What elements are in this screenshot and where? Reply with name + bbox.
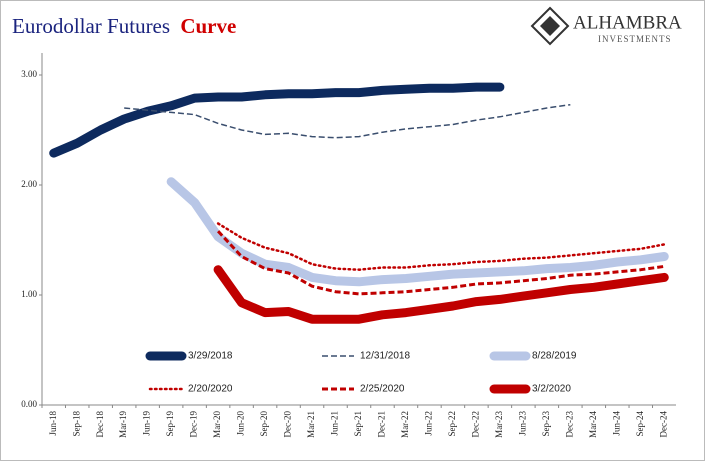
legend-label: 3/29/2018 [188,351,233,362]
x-tick-label: Sep-23 [541,411,551,437]
x-tick-label: Mar-21 [306,411,316,438]
title-highlight: Curve [180,14,236,38]
x-tick-label: Dec-18 [95,411,105,438]
legend-label: 2/25/2020 [360,384,405,395]
legend-label: 8/28/2019 [532,351,577,362]
legend-label: 3/2/2020 [532,384,571,395]
x-tick-label: Dec-21 [377,411,387,438]
x-tick-label: Sep-18 [71,411,81,437]
x-tick-label: Mar-19 [118,411,128,438]
x-tick-label: Sep-22 [447,411,457,437]
x-tick-label: Jun-23 [517,411,527,436]
legend-label: 2/20/2020 [188,384,233,395]
x-tick-label: Jun-18 [48,411,58,436]
x-tick-label: Jun-21 [330,411,340,436]
x-tick-label: Mar-20 [212,411,222,438]
y-tick-label: 3.00 [21,69,37,79]
title-main: Eurodollar Futures [12,14,170,38]
logo-name: ALHAMBRA [573,12,682,33]
x-tick-label: Sep-20 [259,411,269,437]
x-tick-label: Dec-24 [658,411,668,438]
x-tick-label: Sep-24 [635,411,645,437]
x-tick-label: Dec-23 [564,411,574,438]
x-tick-label: Jun-24 [611,411,621,436]
logo: ALHAMBRA INVESTMENTS [530,6,682,46]
x-tick-label: Jun-22 [424,411,434,436]
x-tick-label: Dec-20 [283,411,293,438]
x-tick-label: Jun-19 [142,411,152,436]
x-tick-label: Sep-21 [353,411,363,437]
series-line [166,177,669,287]
x-tick-label: Jun-20 [236,411,246,436]
x-tick-label: Mar-23 [494,411,504,438]
series-line [49,82,505,158]
x-tick-label: Dec-19 [189,411,199,438]
logo-icon [530,6,570,46]
chart-title: Eurodollar Futures Curve [12,14,236,38]
y-tick-label: 2.00 [21,179,37,189]
series-line [213,265,669,324]
logo-subtitle: INVESTMENTS [598,34,672,44]
x-tick-label: Mar-22 [400,411,410,438]
legend-label: 12/31/2018 [360,351,410,362]
series-line [216,222,666,271]
x-tick-label: Mar-24 [588,411,598,438]
logo-icon-inner [540,16,560,36]
series-line [217,230,665,296]
y-tick-label: 0.00 [21,399,37,409]
x-tick-label: Sep-19 [165,411,175,437]
x-tick-label: Dec-22 [470,411,480,438]
y-tick-label: 1.00 [21,289,37,299]
series-line [124,103,571,139]
